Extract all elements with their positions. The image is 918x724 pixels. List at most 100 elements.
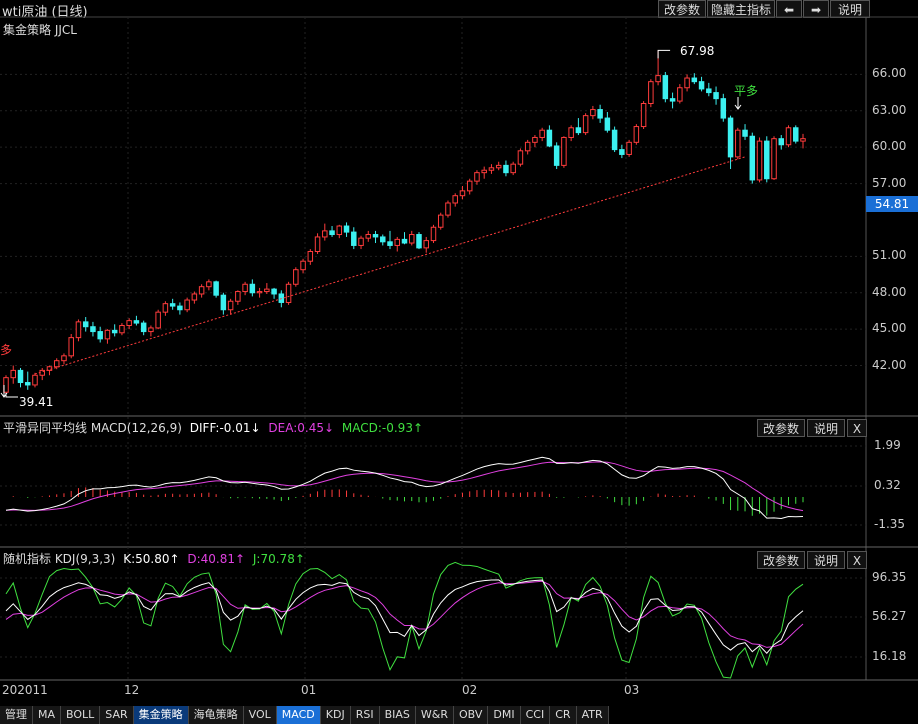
main-indicator-title: 集金策略 JJCL [3, 23, 77, 37]
indicator-tab[interactable]: MA [33, 706, 62, 724]
candle-body [314, 236, 321, 253]
macd-dea-value: DEA:0.45↓ [268, 421, 335, 435]
indicator-tab-bar: 管理 MA BOLL SAR 集金策略 海龟策略 VOL MACD KDJ RSI BIAS W&R O… [0, 703, 609, 724]
macd-name: 平滑异同平均线 MACD(12,26,9) [3, 421, 182, 435]
last-price-tag: 54.81 [866, 196, 918, 212]
candle-body [517, 150, 524, 165]
kdj-help-button[interactable]: 说明 [807, 551, 845, 569]
candle-body [546, 129, 553, 147]
price-tick-label: 63.00 [872, 102, 907, 117]
candle-body [742, 129, 748, 137]
candle-body [677, 87, 683, 102]
indicator-tab[interactable]: DMI [488, 706, 521, 724]
kdj-tick-label: 96.35 [872, 570, 907, 584]
indicator-tab[interactable]: KDJ [320, 706, 351, 724]
candle-body [575, 127, 582, 134]
candle-body [75, 321, 82, 339]
candle-body [111, 329, 118, 334]
candle-body [524, 141, 531, 152]
candle-body [155, 311, 161, 329]
kdj-k-value: K:50.80↑ [123, 552, 180, 566]
kdj-tick-label: 16.18 [872, 649, 907, 663]
price-tick-label: 45.00 [872, 321, 907, 336]
candle-body [713, 92, 719, 100]
candle-body [416, 234, 422, 249]
candle-body [749, 135, 756, 181]
candle-body [307, 251, 314, 262]
candle-body [387, 241, 393, 246]
indicator-tab[interactable]: W&R [415, 706, 454, 724]
candle-body [198, 286, 205, 295]
candle-body [778, 138, 785, 146]
high-price-label: 67.98 [680, 44, 715, 58]
candle-body [437, 214, 444, 228]
candle-body [655, 75, 661, 83]
candle-body [351, 231, 357, 246]
candle-body [365, 234, 372, 239]
candle-body [445, 202, 451, 216]
indicator-tab[interactable]: RSI [350, 706, 380, 724]
candle-body [380, 236, 386, 243]
candle-body [82, 321, 89, 328]
price-tick-label: 51.00 [872, 248, 907, 263]
candle-body [68, 337, 74, 357]
d-line [5, 580, 804, 648]
candle-body [242, 283, 248, 293]
high-marker [657, 49, 671, 59]
candle-body [611, 129, 618, 151]
candle-body [800, 138, 806, 142]
candle-body [126, 320, 132, 327]
candle-body [684, 77, 690, 89]
indicator-tab[interactable]: VOL [243, 706, 277, 724]
candle-body [256, 291, 263, 294]
candle-body [423, 240, 429, 249]
candle-body [271, 288, 277, 295]
macd-close-button[interactable]: X [847, 419, 867, 437]
macd-help-button[interactable]: 说明 [807, 419, 845, 437]
indicator-tab[interactable]: BIAS [379, 706, 416, 724]
kdj-close-button[interactable]: X [847, 551, 867, 569]
candle-body [720, 98, 727, 119]
indicator-tab[interactable]: ATR [576, 706, 609, 724]
candle-body [24, 382, 31, 386]
candle-body [300, 260, 306, 271]
candle-body [582, 115, 589, 134]
candle-body [488, 167, 495, 171]
candle-body [104, 329, 111, 340]
kdj-edit-params-button[interactable]: 改参数 [757, 551, 805, 569]
candle-body [401, 238, 408, 244]
macd-edit-params-button[interactable]: 改参数 [757, 419, 805, 437]
candle-body [785, 127, 792, 146]
candle-body [329, 230, 335, 236]
candle-body [474, 172, 480, 182]
date-tick-label: 02 [462, 683, 478, 697]
candle-body [510, 163, 516, 174]
indicator-tab[interactable]: OBV [454, 706, 489, 724]
indicator-tab[interactable]: BOLL [61, 706, 101, 724]
candle-body [503, 164, 509, 174]
candle-body [322, 230, 328, 238]
candle-body [532, 136, 538, 143]
candle-body [771, 138, 777, 180]
macd-tick-label: 0.32 [874, 478, 901, 492]
indicator-tab[interactable]: MACD [276, 706, 321, 724]
macd-diff-value: DIFF:-0.01↓ [189, 421, 261, 435]
candle-body [235, 291, 241, 302]
kdj-name: 随机指标 KDJ(9,3,3) [3, 552, 116, 566]
macd-tick-label: -1.35 [874, 517, 906, 531]
indicator-tab[interactable]: 管理 [0, 706, 33, 724]
indicator-tab[interactable]: 海龟策略 [188, 706, 244, 724]
candle-body [140, 322, 147, 333]
candle-body [539, 129, 545, 138]
candle-body [394, 238, 401, 246]
candle-body [590, 109, 596, 117]
indicator-tab[interactable]: CCI [520, 706, 551, 724]
macd-panel-title: 平滑异同平均线 MACD(12,26,9) DIFF:-0.01↓ DEA:0.… [3, 419, 423, 436]
indicator-tab[interactable]: 集金策略 [133, 706, 189, 724]
candle-body [119, 325, 125, 334]
candle-body [481, 169, 487, 174]
candle-body [495, 164, 502, 169]
indicator-tab[interactable]: CR [550, 706, 577, 724]
indicator-tab[interactable]: SAR [100, 706, 134, 724]
